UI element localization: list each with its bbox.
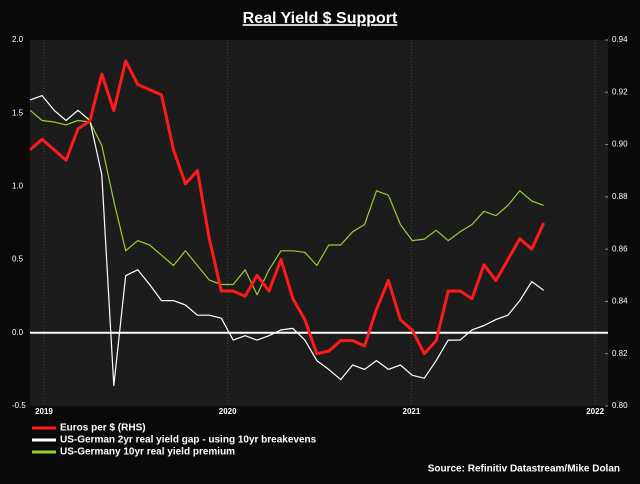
legend-label: US-Germany 10yr real yield premium [60, 447, 235, 458]
series-line [29, 59, 546, 356]
x-tick-label: 2021 [403, 407, 421, 416]
plot-area [30, 40, 608, 406]
x-tick-label: 2020 [219, 407, 237, 416]
x-tick-label: 2022 [586, 407, 604, 416]
y-tick-label: 0.5 [12, 255, 24, 264]
legend-label: Euros per $ (RHS) [60, 423, 146, 434]
y2-tick-label: 0.88 [612, 192, 628, 201]
y2-tick-label: 0.80 [612, 401, 628, 410]
y-tick-label: 0.0 [12, 328, 24, 337]
series-line [29, 109, 544, 296]
y-tick-label: 1.5 [12, 108, 24, 117]
x-tick-label: 2019 [35, 407, 53, 416]
y2-tick-label: 0.94 [612, 35, 628, 44]
y2-tick-label: 0.82 [612, 349, 628, 358]
legend-label: US-German 2yr real yield gap - using 10y… [60, 435, 317, 446]
y2-tick-label: 0.84 [612, 297, 628, 306]
y2-tick-label: 0.90 [612, 140, 628, 149]
y-tick-label: -0.5 [12, 401, 26, 410]
chart-title: Real Yield $ Support [243, 10, 398, 27]
series-line [29, 95, 545, 387]
y2-tick-label: 0.92 [612, 87, 628, 96]
source: Source: Refinitiv Datastream/Mike Dolan [428, 464, 620, 475]
y-tick-label: 1.0 [12, 182, 24, 191]
y2-tick-label: 0.86 [612, 244, 628, 253]
y-tick-label: 2.0 [12, 35, 24, 44]
